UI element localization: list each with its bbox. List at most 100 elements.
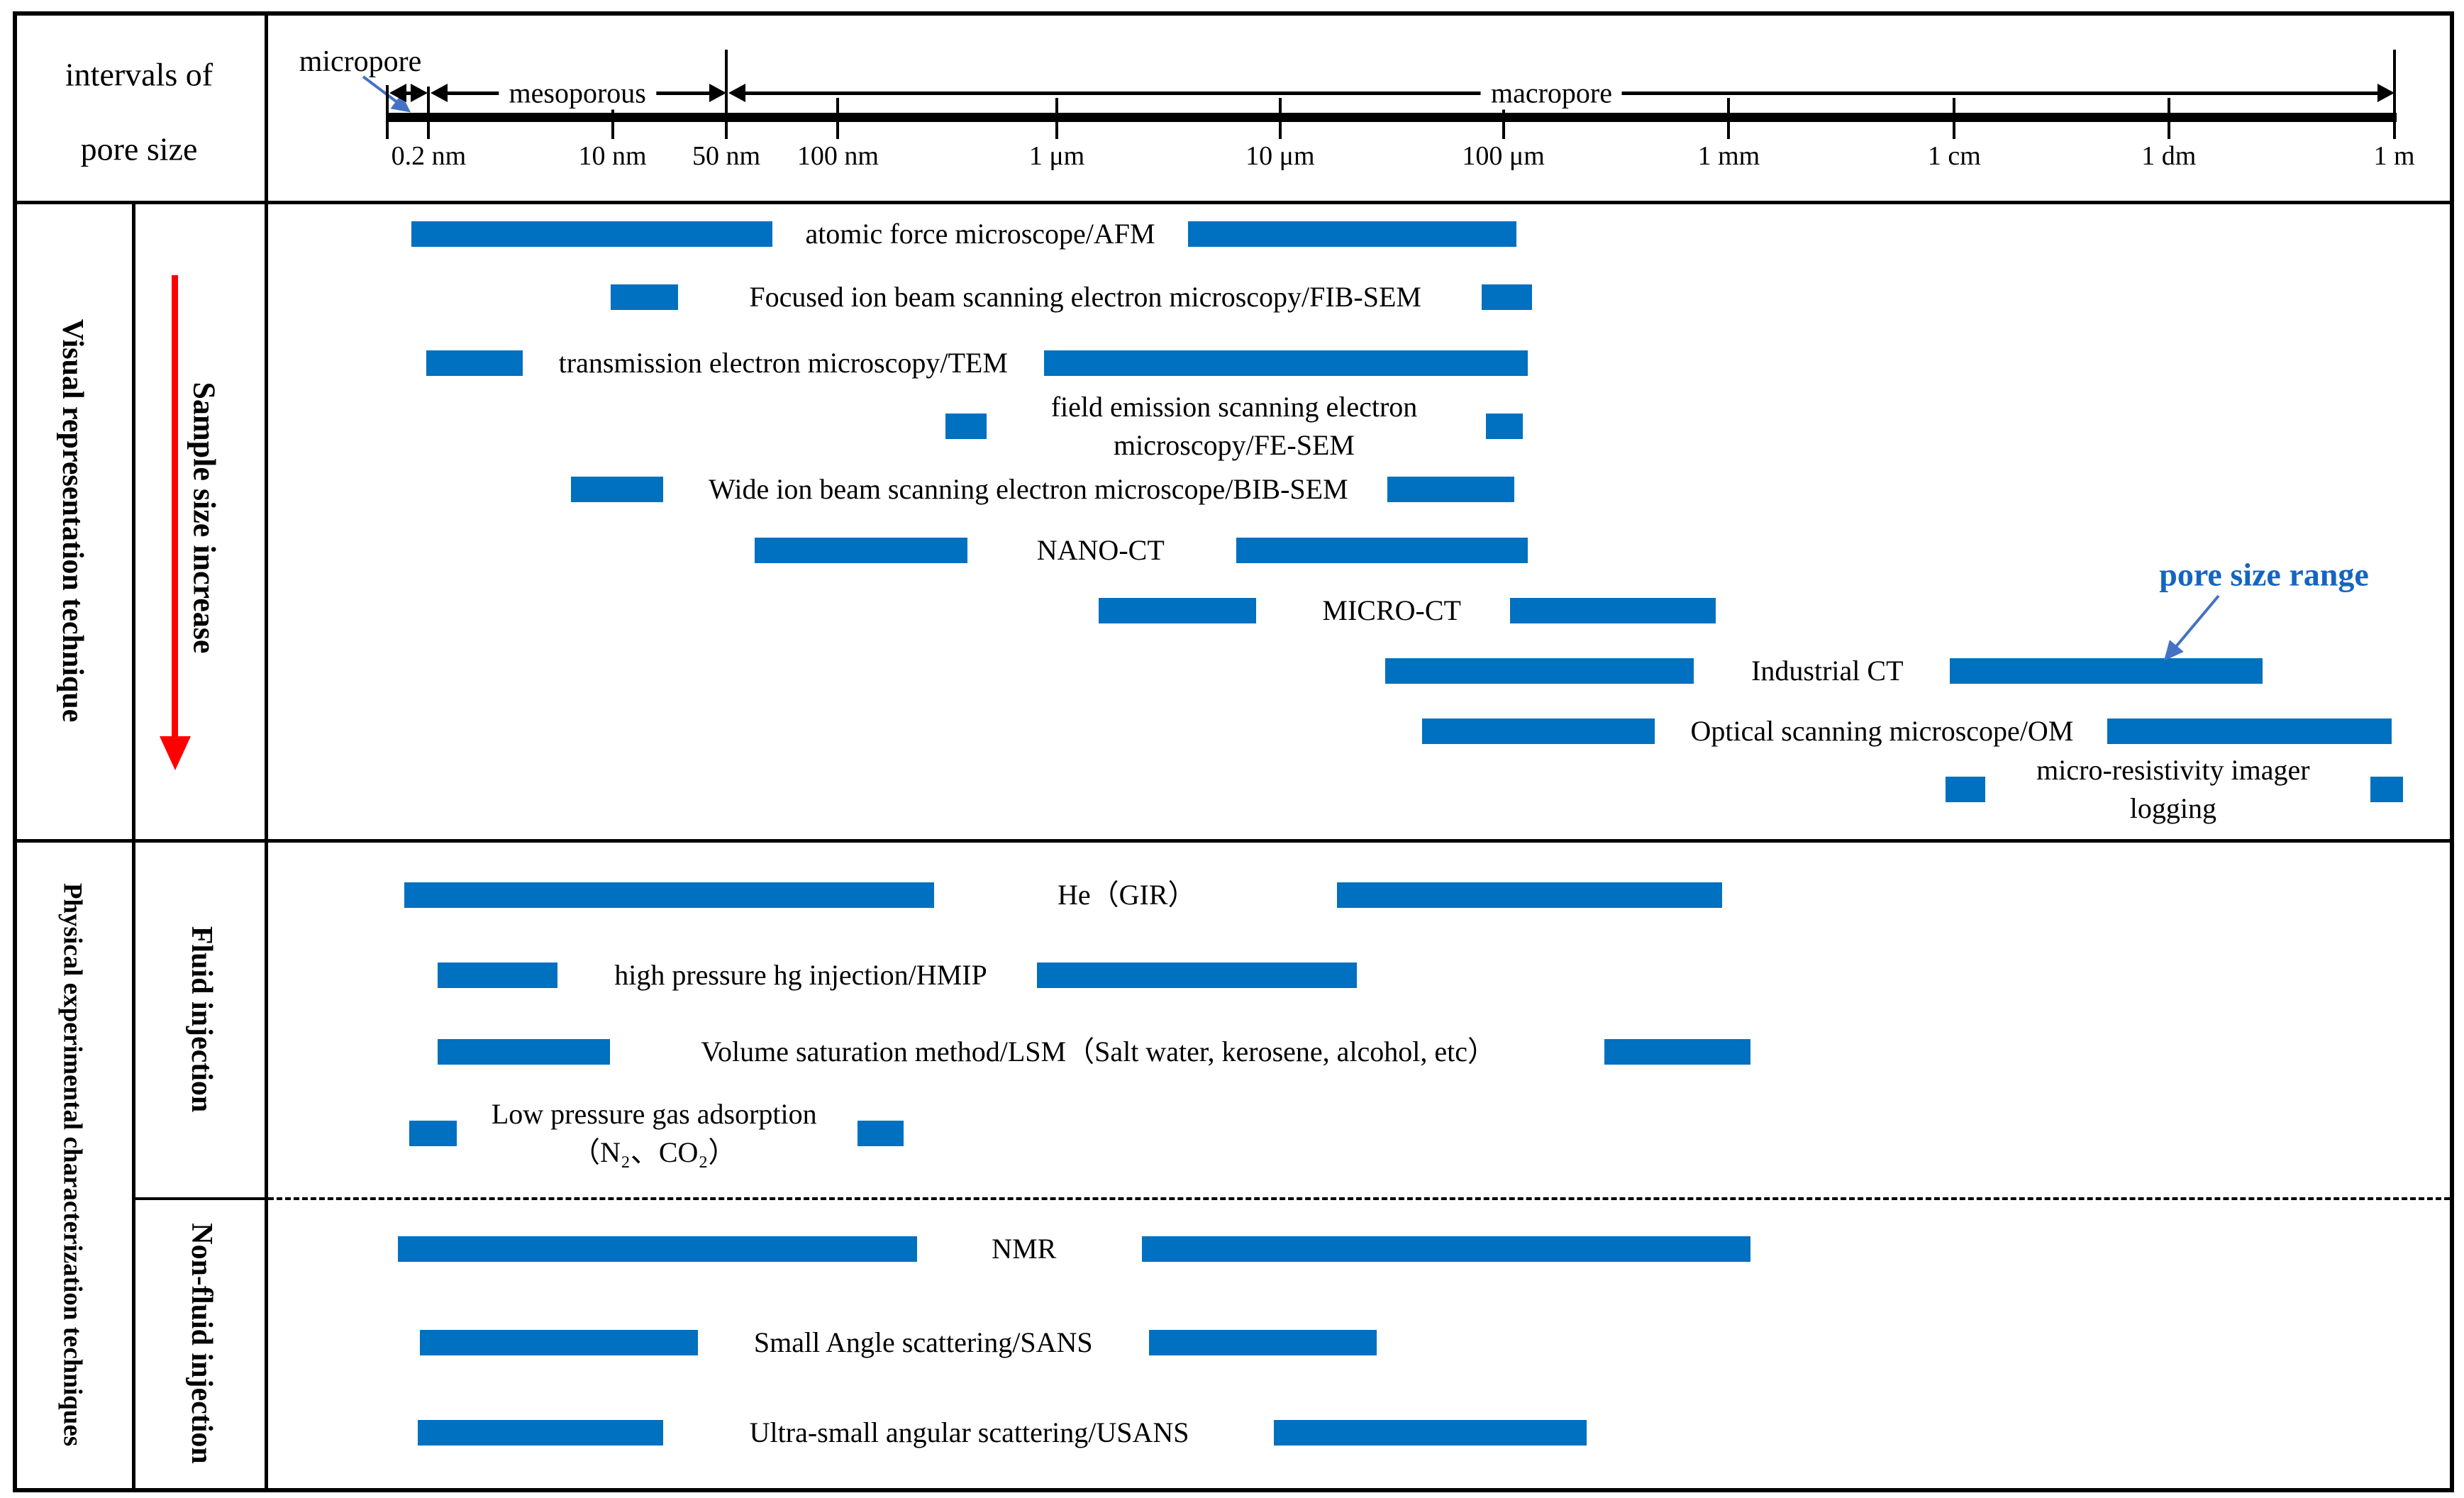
axis-tick-up-long	[427, 87, 431, 122]
technique-label-line: Industrial CT	[1751, 655, 1904, 687]
technique-label-line: He（GIR）	[1058, 879, 1197, 911]
header-title-line2: pore size	[80, 131, 198, 167]
sample-size-arrow-head	[160, 736, 191, 770]
range-bar	[1387, 477, 1515, 502]
range-bar	[2370, 777, 2403, 802]
technique-label: Optical scanning microscope/OM	[1691, 712, 2074, 750]
range-bar	[1337, 882, 1723, 908]
technique-label-line: Small Angle scattering/SANS	[753, 1326, 1093, 1358]
technique-label: transmission electron microscopy/TEM	[559, 344, 1008, 382]
pore-size-axis	[387, 113, 2397, 122]
range-bar	[409, 1121, 457, 1146]
column-divider-sub	[132, 201, 135, 1492]
sample-size-arrow-shaft	[172, 275, 178, 738]
axis-tick-down	[2167, 122, 2170, 139]
range-bar	[420, 1330, 698, 1355]
range-bar	[858, 1121, 904, 1146]
axis-tick-label: 1 μm	[1028, 141, 1085, 171]
axis-tick-label: 1 mm	[1697, 141, 1760, 171]
range-bar	[1485, 414, 1524, 439]
group-nonfluid-title: Non-fluid injection	[185, 1223, 218, 1464]
range-bar	[945, 414, 987, 439]
range-bar	[1098, 598, 1256, 623]
range-bar	[1604, 1039, 1751, 1065]
region-arrow-head-left	[431, 84, 448, 102]
range-bar	[570, 477, 663, 502]
technique-label-line: atomic force microscope/AFM	[805, 218, 1155, 250]
axis-tick-down	[1278, 122, 1282, 139]
range-bar	[2107, 719, 2392, 744]
group-fluid-title: Fluid injection	[185, 926, 218, 1113]
technique-label-line: （N₂、CO₂）	[572, 1136, 737, 1168]
axis-tick-label: 1 m	[2373, 141, 2415, 171]
axis-tick-down	[1953, 122, 1956, 139]
column-divider-plot	[265, 11, 268, 1492]
region-arrow-head-right	[410, 84, 428, 102]
range-bar	[1148, 1330, 1377, 1355]
range-bar	[417, 1420, 663, 1446]
range-bar	[1043, 350, 1528, 376]
technique-label-line: Low pressure gas adsorption	[491, 1098, 817, 1130]
region-label-macropore: macropore	[1480, 76, 1622, 110]
axis-tick-up	[836, 98, 840, 113]
region-arrow-head-right	[709, 84, 727, 102]
fluid-nonfluid-border	[132, 1197, 268, 1200]
region-arrow-head-left	[389, 84, 406, 102]
axis-tick-label: 100 μm	[1462, 141, 1545, 171]
axis-tick-down	[725, 122, 728, 139]
technique-label: Volume saturation method/LSM（Salt water,…	[701, 1033, 1496, 1071]
axis-tick-down	[2392, 122, 2396, 139]
technique-label: Focused ion beam scanning electron micro…	[749, 278, 1421, 316]
range-bar	[1384, 658, 1694, 684]
technique-label: micro-resistivity imager logging	[2036, 751, 2309, 828]
axis-tick-label: 1 cm	[1927, 141, 1981, 171]
technique-label-line: Optical scanning microscope/OM	[1690, 715, 2074, 747]
technique-label-line: Wide ion beam scanning electron microsco…	[709, 473, 1348, 505]
technique-label-line: field emission scanning electron	[1050, 391, 1418, 423]
axis-tick-up	[1727, 98, 1731, 113]
axis-tick-label: 0.2 nm	[391, 141, 467, 171]
outer-border	[13, 11, 2454, 1492]
technique-label: Industrial CT	[1751, 652, 1903, 690]
region-arrow-head-left	[728, 84, 746, 102]
range-bar	[1945, 777, 1985, 802]
range-bar	[1422, 719, 1655, 744]
section-border	[13, 839, 2454, 843]
axis-tick-up	[1953, 98, 1956, 113]
axis-tick-label: 10 nm	[578, 141, 647, 171]
region-arrow-head-right	[2377, 84, 2394, 102]
technique-label-line: microscopy/FE-SEM	[1114, 429, 1355, 461]
region-arrow-micropore	[389, 84, 428, 102]
axis-tick-label: 100 nm	[797, 141, 879, 171]
technique-label-line: high pressure hg injection/HMIP	[614, 959, 987, 991]
fluid-nonfluid-dashed-divider	[268, 1197, 2450, 1200]
technique-label: MICRO-CT	[1322, 592, 1461, 630]
range-bar	[404, 882, 935, 908]
technique-label-line: Ultra-small angular scattering/USANS	[749, 1416, 1189, 1448]
header-bottom-border	[13, 201, 2454, 204]
technique-label: He（GIR）	[1058, 876, 1197, 914]
range-bar	[1950, 658, 2263, 684]
range-bar	[1236, 538, 1528, 563]
technique-label: NMR	[992, 1230, 1056, 1268]
technique-label: high pressure hg injection/HMIP	[614, 956, 987, 994]
axis-tick-down	[1502, 122, 1505, 139]
region-label-mesoporous: mesoporous	[499, 76, 656, 110]
axis-tick-down	[427, 122, 431, 139]
micropore-label: micropore	[299, 45, 422, 78]
axis-tick-down	[1727, 122, 1731, 139]
range-bar	[1037, 962, 1357, 988]
axis-tick-down	[611, 122, 614, 139]
technique-label: Wide ion beam scanning electron microsco…	[709, 470, 1348, 509]
range-bar	[610, 284, 679, 310]
range-bar	[437, 962, 558, 988]
range-bar	[437, 1039, 611, 1065]
range-bar	[426, 350, 523, 376]
technique-label-line: logging	[2129, 792, 2217, 824]
section1-subtitle: Sample size increase	[187, 382, 222, 654]
range-bar	[1188, 221, 1517, 247]
header-title-line1: intervals of	[65, 56, 213, 93]
technique-label: Ultra-small angular scattering/USANS	[750, 1414, 1189, 1452]
technique-label-line: transmission electron microscopy/TEM	[558, 347, 1008, 379]
